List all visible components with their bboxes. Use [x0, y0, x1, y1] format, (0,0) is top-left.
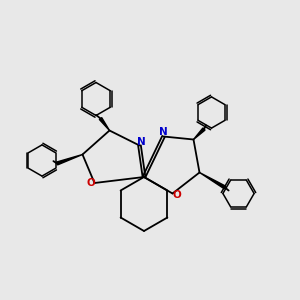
Text: N: N [159, 127, 168, 137]
Polygon shape [200, 172, 226, 189]
Text: O: O [172, 190, 181, 200]
Polygon shape [99, 118, 110, 130]
Polygon shape [56, 154, 82, 165]
Text: O: O [86, 178, 95, 188]
Polygon shape [194, 128, 205, 140]
Text: N: N [136, 137, 146, 147]
